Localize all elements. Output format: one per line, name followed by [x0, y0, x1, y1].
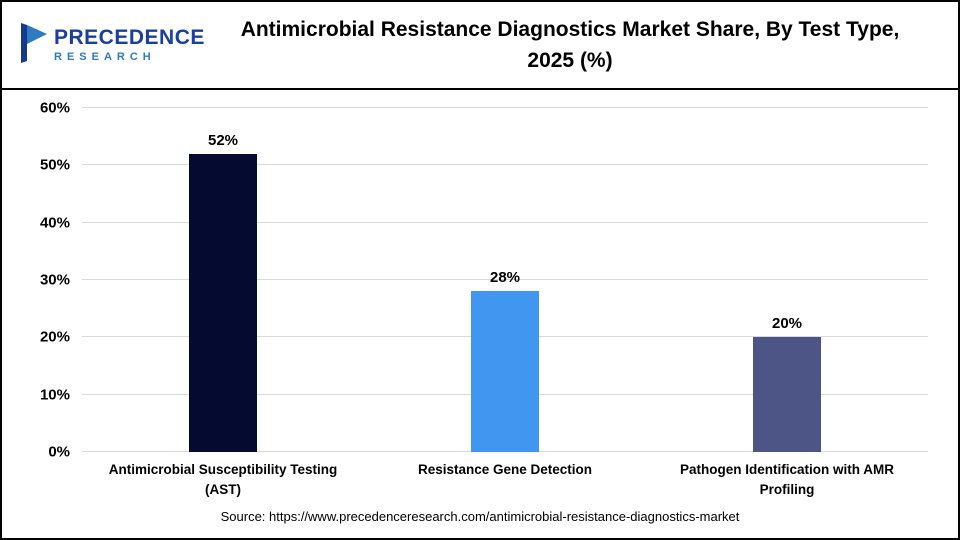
source-text: Source: https://www.precedenceresearch.c…: [220, 509, 740, 524]
x-axis-label: Resistance Gene Detection: [417, 462, 593, 477]
y-axis: 0% 10% 20% 30% 40% 50% 60%: [20, 100, 82, 461]
bar-slot: 52%: [82, 108, 364, 452]
x-axis-label: Antimicrobial Susceptibility Testing (AS…: [108, 462, 338, 497]
logo-text: PRECEDENCE RESEARCH: [54, 27, 205, 63]
precedence-logo-icon: [16, 22, 48, 69]
logo-line2: RESEARCH: [54, 51, 156, 63]
bar-slot: 20%: [646, 108, 928, 452]
gridline: [82, 279, 928, 280]
header: PRECEDENCE RESEARCH Antimicrobial Resist…: [2, 2, 958, 90]
y-tick-label: 0%: [48, 443, 70, 461]
bar-value-label: 28%: [489, 269, 521, 287]
bar: [753, 337, 821, 452]
y-tick-label: 60%: [39, 99, 70, 117]
logo-line1: PRECEDENCE: [54, 26, 205, 49]
page-title: Antimicrobial Resistance Diagnostics Mar…: [240, 17, 900, 73]
bar-value-label: 20%: [771, 315, 803, 333]
gridline: [82, 164, 928, 166]
bar-slot: 28%: [364, 108, 646, 452]
plot-area: 52% 28% 20%: [82, 107, 928, 452]
x-axis-labels: Antimicrobial Susceptibility Testing (AS…: [82, 452, 928, 504]
bar: [471, 291, 539, 452]
precedence-research-logo: PRECEDENCE RESEARCH: [16, 22, 204, 69]
bars-layer: 52% 28% 20%: [82, 108, 928, 452]
y-tick-label: 40%: [39, 214, 70, 232]
bar-value-label: 52%: [207, 131, 239, 149]
bar-chart: 0% 10% 20% 30% 40% 50% 60% 52% 28% 20% Antimicro…: [2, 90, 958, 504]
bar: [189, 153, 257, 452]
y-tick-label: 20%: [39, 328, 70, 346]
chart-area: 0% 10% 20% 30% 40% 50% 60% 52% 28% 20%: [20, 100, 928, 461]
x-axis-label: Pathogen Identification with AMR Profili…: [680, 462, 894, 497]
y-tick-label: 10%: [39, 386, 70, 404]
y-tick-label: 30%: [39, 271, 70, 289]
gridline: [82, 221, 928, 223]
y-tick-label: 50%: [39, 156, 70, 174]
gridline: [82, 107, 928, 108]
footer: Source: https://www.precedenceresearch.c…: [2, 504, 958, 538]
